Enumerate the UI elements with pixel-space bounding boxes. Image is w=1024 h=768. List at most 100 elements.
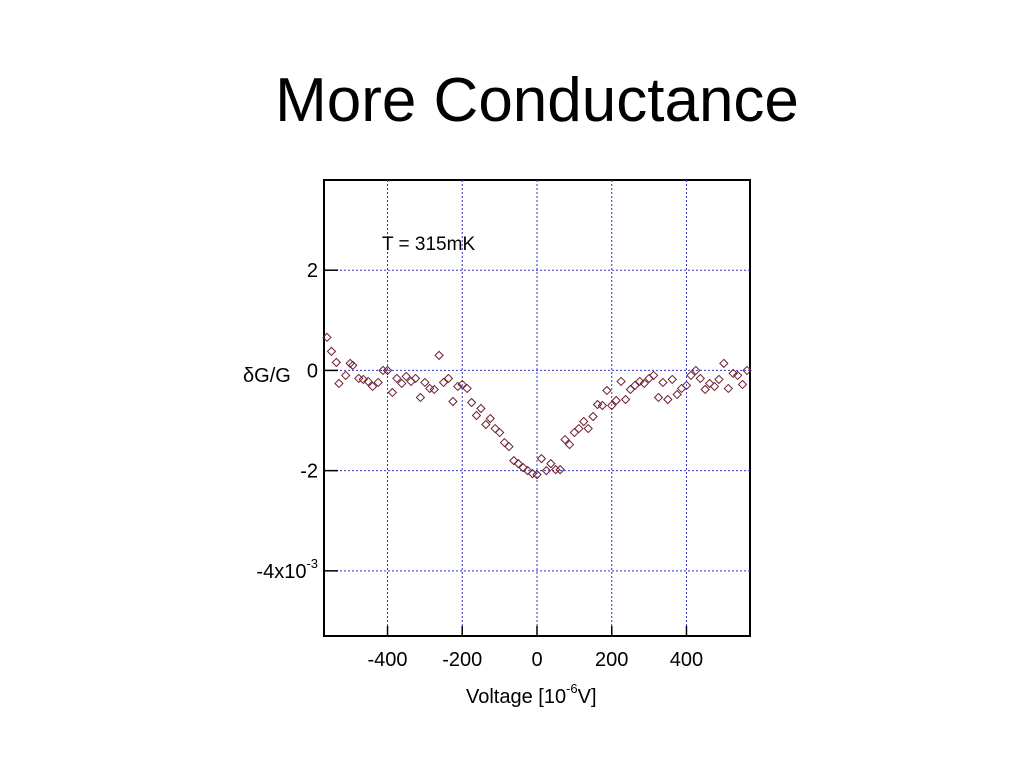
temperature-annotation: T = 315mK: [382, 234, 475, 255]
data-point-marker: [387, 387, 398, 398]
data-point-marker: [358, 374, 368, 385]
data-point-marker: [481, 419, 491, 430]
y-axis-title: δG/G: [243, 365, 291, 387]
data-point-marker: [704, 378, 715, 389]
y-tick-label-text: -2: [300, 461, 318, 483]
data-point-marker: [607, 400, 617, 411]
data-point-marker: [723, 383, 734, 394]
x-tick-label: 200: [595, 649, 628, 671]
data-point-marker: [536, 453, 547, 464]
y-tick-label: 0: [307, 360, 318, 382]
data-point-marker: [522, 465, 533, 476]
data-point-marker: [485, 413, 495, 424]
data-point-marker: [462, 383, 472, 394]
data-point-marker: [434, 350, 444, 361]
data-point-marker: [728, 368, 738, 379]
data-point-marker: [560, 434, 570, 445]
data-point-marker: [663, 394, 673, 405]
data-point-marker: [518, 462, 528, 473]
y-tick-label: -4x10-3: [256, 556, 318, 583]
data-point-marker: [564, 439, 575, 450]
x-axis-title-exponent: -6: [566, 681, 578, 696]
y-tick-label: -2: [300, 461, 318, 483]
data-point-marker: [672, 389, 682, 400]
data-point-marker: [611, 395, 621, 406]
data-point-marker: [363, 376, 373, 387]
data-point-marker: [429, 384, 439, 395]
data-point-marker: [504, 441, 514, 452]
y-tick-label: 2: [307, 260, 318, 282]
data-point-marker: [410, 373, 421, 384]
data-point-marker: [541, 465, 552, 476]
data-point-marker: [348, 360, 358, 371]
data-point-marker: [546, 458, 556, 469]
data-point-marker: [420, 377, 430, 388]
data-point-marker: [616, 376, 626, 387]
y-tick-label-text: -4x10: [256, 561, 306, 583]
y-tick-label-text: 2: [307, 260, 318, 282]
data-point-marker: [709, 381, 720, 392]
data-point-marker: [438, 377, 449, 388]
data-point-marker: [415, 392, 426, 403]
data-point-marker: [686, 370, 696, 381]
data-point-marker: [448, 396, 458, 407]
data-point-marker: [401, 371, 411, 382]
data-point-marker: [392, 373, 402, 384]
slide-title: More Conductance: [275, 66, 799, 135]
data-point-marker: [550, 464, 561, 475]
data-point-marker: [373, 377, 383, 388]
x-tick-label: -200: [442, 649, 482, 671]
y-tick-label-exponent: -3: [306, 556, 318, 571]
data-point-marker: [397, 378, 407, 389]
y-tick-label-text: 0: [307, 360, 318, 382]
data-points: [322, 332, 752, 480]
data-point-marker: [700, 384, 710, 395]
data-point-marker: [583, 423, 593, 434]
data-point-marker: [466, 397, 477, 408]
data-point-marker: [326, 346, 337, 357]
data-point-marker: [513, 458, 524, 469]
data-point-marker: [494, 427, 505, 438]
x-axis-title-suffix: V]: [578, 686, 597, 708]
data-point-marker: [719, 358, 729, 369]
axis-ticks: -400 -200 0 200 400 2 0 -2 -4x10-3: [256, 260, 703, 671]
data-point-marker: [476, 403, 486, 414]
x-tick-label: -400: [368, 649, 408, 671]
data-point-marker: [653, 392, 664, 403]
data-point-marker: [695, 373, 706, 384]
data-point-marker: [597, 400, 608, 411]
data-point-marker: [620, 394, 631, 405]
data-point-marker: [340, 370, 351, 381]
data-point-marker: [602, 385, 612, 396]
data-point-marker: [334, 378, 344, 389]
data-point-marker: [579, 416, 589, 427]
data-point-marker: [331, 357, 342, 368]
data-point-marker: [453, 381, 463, 392]
data-point-marker: [509, 455, 519, 466]
data-point-marker: [639, 378, 649, 389]
data-point-marker: [691, 365, 701, 376]
x-axis-title: Voltage [10-6V]: [466, 681, 597, 708]
data-point-marker: [471, 410, 482, 421]
x-axis-title-prefix: Voltage [10: [466, 686, 566, 708]
data-point-marker: [742, 365, 752, 376]
data-point-marker: [648, 370, 659, 381]
data-point-marker: [532, 469, 542, 480]
data-point-marker: [382, 365, 393, 376]
data-point-marker: [574, 423, 584, 434]
data-point-marker: [681, 380, 692, 391]
data-point-marker: [714, 374, 724, 385]
data-point-marker: [555, 464, 565, 475]
x-tick-label: 0: [531, 649, 542, 671]
data-point-marker: [630, 380, 640, 391]
data-point-marker: [457, 379, 467, 390]
data-point-marker: [732, 370, 743, 381]
data-point-marker: [588, 411, 598, 422]
data-point-marker: [635, 376, 645, 387]
data-point-marker: [322, 332, 332, 343]
data-point-marker: [658, 377, 668, 388]
x-tick-label: 400: [670, 649, 703, 671]
data-point-marker: [737, 379, 748, 390]
